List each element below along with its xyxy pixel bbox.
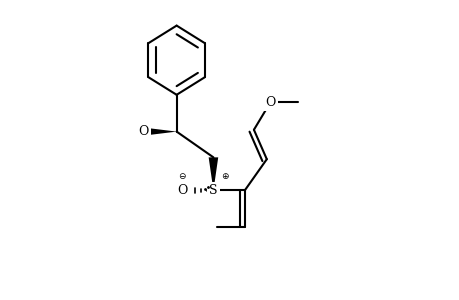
- Text: S: S: [209, 184, 217, 197]
- Polygon shape: [208, 158, 218, 190]
- Text: O: O: [177, 184, 187, 197]
- Text: S: S: [209, 184, 217, 197]
- Text: ⊖: ⊖: [178, 172, 185, 181]
- Text: ⊕: ⊕: [220, 172, 228, 181]
- Text: O: O: [177, 184, 187, 197]
- Text: O: O: [265, 96, 275, 109]
- Text: O: O: [138, 125, 148, 138]
- Text: O: O: [138, 125, 148, 138]
- Polygon shape: [143, 128, 176, 136]
- Text: O: O: [265, 96, 275, 109]
